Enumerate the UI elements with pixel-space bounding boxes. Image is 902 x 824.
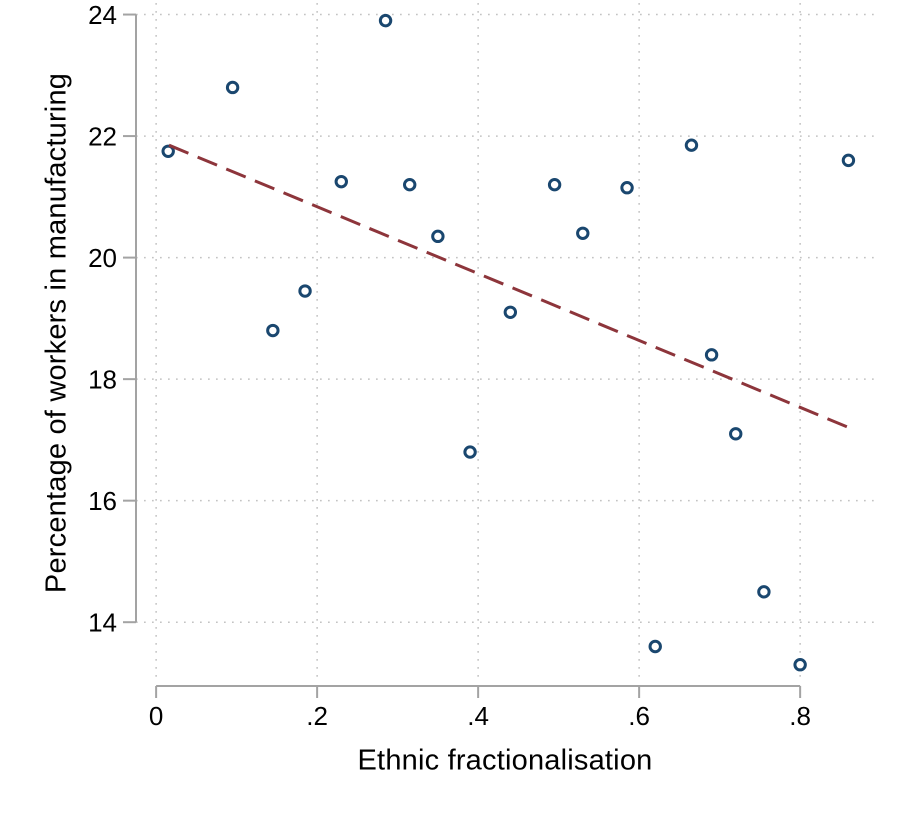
data-point-marker <box>648 639 662 654</box>
trend-line <box>168 143 850 430</box>
data-point-marker <box>729 427 743 441</box>
data-point-marker <box>266 323 280 338</box>
data-point-marker <box>757 585 771 599</box>
data-point-marker <box>576 226 590 240</box>
data-point-marker <box>378 13 393 28</box>
data-point-marker <box>298 284 312 298</box>
data-point-marker <box>334 174 348 189</box>
x-tick-label: .6 <box>628 701 650 731</box>
data-point-marker <box>463 445 477 459</box>
y-tick-label: 16 <box>88 486 117 516</box>
x-tick-label: .8 <box>789 701 811 731</box>
data-point-marker <box>503 305 518 319</box>
data-point-marker <box>431 229 445 244</box>
y-tick-label: 22 <box>88 122 117 152</box>
data-point-marker <box>620 181 634 195</box>
x-tick-label: .2 <box>306 701 328 731</box>
data-point-marker <box>793 658 807 672</box>
data-point-marker <box>225 80 240 95</box>
x-tick-label: .4 <box>467 701 489 731</box>
data-point-marker <box>161 144 175 158</box>
data-point-marker <box>403 177 417 192</box>
x-tick-label: 0 <box>149 701 163 731</box>
data-point-marker <box>704 348 719 362</box>
y-axis-title: Percentage of workers in manufacturing <box>40 72 73 594</box>
y-tick-label: 24 <box>88 0 117 30</box>
data-point-marker <box>841 153 856 168</box>
x-axis-title: Ethnic fractionalisation <box>357 744 653 777</box>
y-tick-label: 18 <box>88 365 117 395</box>
y-tick-label: 14 <box>88 608 117 638</box>
y-tick-label: 20 <box>88 243 117 273</box>
data-point-marker <box>684 138 699 152</box>
data-point-marker <box>547 177 562 192</box>
